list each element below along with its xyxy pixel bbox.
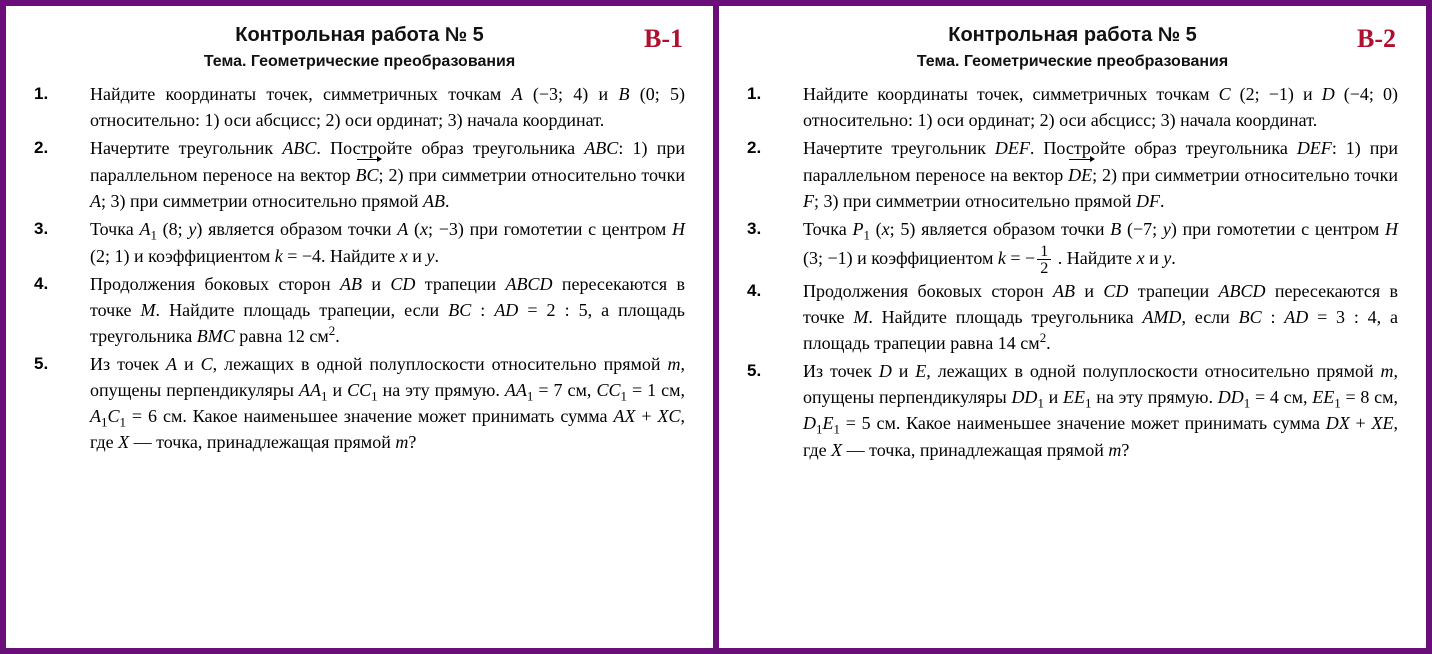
- problem-number: 1.: [747, 81, 803, 133]
- problem-number: 5.: [34, 351, 90, 455]
- problem-number: 5.: [747, 358, 803, 462]
- problem-text: Начертите треугольник ABC. Постройте обр…: [90, 135, 685, 214]
- problem-number: 4.: [747, 278, 803, 356]
- v1-problem-1: 1. Найдите координаты точек, симметричны…: [34, 81, 685, 133]
- problem-text: Найдите координаты точек, симметричных т…: [803, 81, 1398, 133]
- variant-2-problems: 1. Найдите координаты точек, симметричны…: [747, 81, 1398, 463]
- problem-number: 3.: [747, 216, 803, 276]
- v1-problem-4: 4. Продолжения боковых сторон АВ и CD тр…: [34, 271, 685, 349]
- variant-2-panel: В-2 Контрольная работа № 5 Тема. Геометр…: [719, 6, 1426, 648]
- variant-1-title: Контрольная работа № 5: [34, 24, 685, 47]
- variant-1-header: В-1 Контрольная работа № 5 Тема. Геометр…: [34, 24, 685, 71]
- fraction-one-half: 12: [1037, 243, 1051, 276]
- problem-text: Продолжения боковых сторон АВ и CD трапе…: [803, 278, 1398, 356]
- variant-1-subtitle: Тема. Геометрические преобразования: [34, 53, 685, 71]
- problem-number: 4.: [34, 271, 90, 349]
- problem-text: Точка P1 (x; 5) является образом точки В…: [803, 216, 1398, 276]
- problem-text: Начертите треугольник DEF. Постройте обр…: [803, 135, 1398, 214]
- variant-1-panel: В-1 Контрольная работа № 5 Тема. Геометр…: [6, 6, 713, 648]
- vector-bc: BC: [356, 161, 379, 188]
- v2-problem-2: 2. Начертите треугольник DEF. Постройте …: [747, 135, 1398, 214]
- problem-number: 2.: [747, 135, 803, 214]
- problem-text: Из точек D и Е, лежащих в одной полуплос…: [803, 358, 1398, 462]
- panels-container: В-1 Контрольная работа № 5 Тема. Геометр…: [6, 6, 1426, 648]
- v1-problem-2: 2. Начертите треугольник ABC. Постройте …: [34, 135, 685, 214]
- problem-text: Найдите координаты точек, симметричных т…: [90, 81, 685, 133]
- problem-text: Точка A1 (8; у) является образом точки А…: [90, 216, 685, 268]
- problem-text: Продолжения боковых сторон АВ и CD трапе…: [90, 271, 685, 349]
- variant-2-header: В-2 Контрольная работа № 5 Тема. Геометр…: [747, 24, 1398, 71]
- variant-1-label: В-1: [644, 24, 683, 54]
- problem-number: 2.: [34, 135, 90, 214]
- variant-2-subtitle: Тема. Геометрические преобразования: [747, 53, 1398, 71]
- vector-de: DE: [1068, 161, 1092, 188]
- v2-problem-1: 1. Найдите координаты точек, симметричны…: [747, 81, 1398, 133]
- problem-number: 1.: [34, 81, 90, 133]
- v1-problem-3: 3. Точка A1 (8; у) является образом точк…: [34, 216, 685, 268]
- problem-number: 3.: [34, 216, 90, 268]
- variant-1-problems: 1. Найдите координаты точек, симметричны…: [34, 81, 685, 455]
- v2-problem-4: 4. Продолжения боковых сторон АВ и CD тр…: [747, 278, 1398, 356]
- variant-2-title: Контрольная работа № 5: [747, 24, 1398, 47]
- v2-problem-5: 5. Из точек D и Е, лежащих в одной полуп…: [747, 358, 1398, 462]
- variant-2-label: В-2: [1357, 24, 1396, 54]
- problem-text: Из точек А и С, лежащих в одной полуплос…: [90, 351, 685, 455]
- v1-problem-5: 5. Из точек А и С, лежащих в одной полуп…: [34, 351, 685, 455]
- v2-problem-3: 3. Точка P1 (x; 5) является образом точк…: [747, 216, 1398, 276]
